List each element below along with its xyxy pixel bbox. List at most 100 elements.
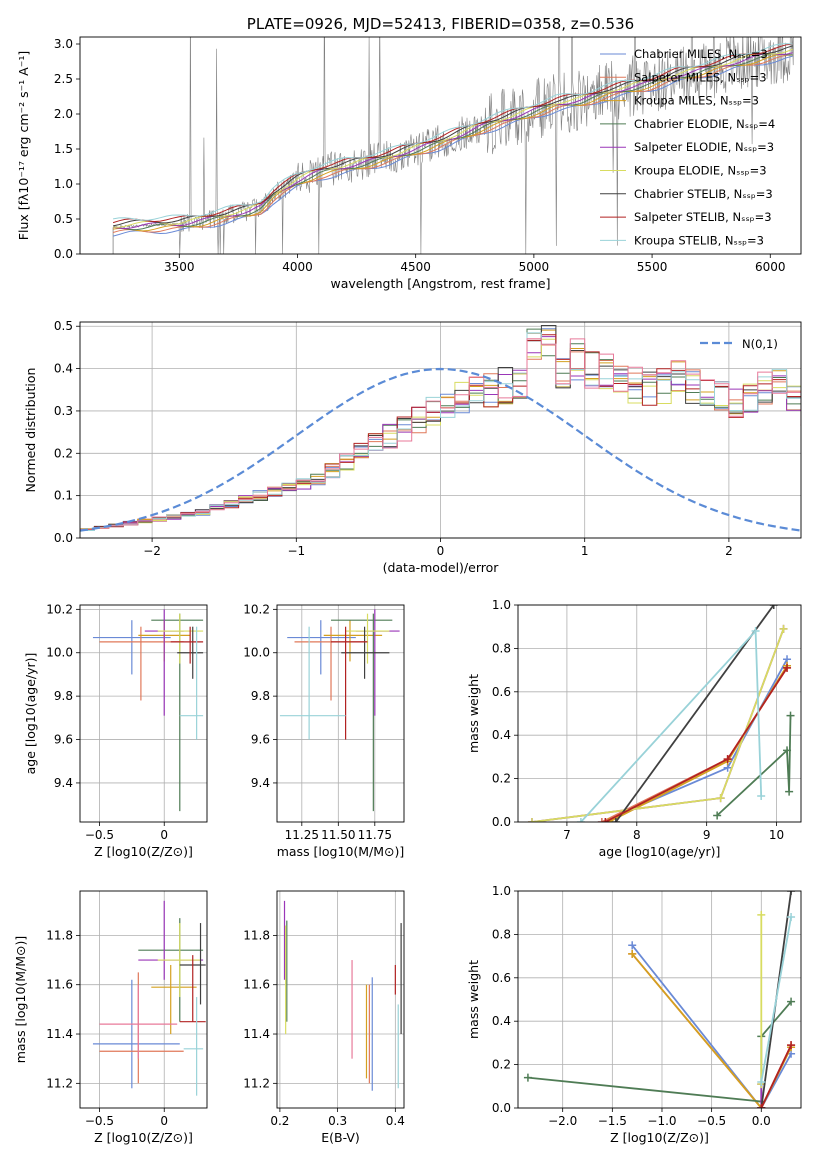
x-axis-label: Z [log10(Z/Z⊙)] <box>94 844 193 859</box>
y-tick-label: 11.4 <box>46 1027 73 1041</box>
legend-label-salpeter-miles: Salpeter MILES, Nₛₛₚ=3 <box>634 70 767 84</box>
plot-area <box>112 37 794 254</box>
axes-frame <box>79 604 208 823</box>
x-axis-label: Z [log10(Z/Z⊙)] <box>94 1130 193 1145</box>
y-tick-label: 1.0 <box>492 884 511 898</box>
x-tick-label: 10 <box>769 828 784 842</box>
y-tick-label: 10.2 <box>46 602 73 616</box>
y-tick-label: 0.5 <box>54 212 73 226</box>
x-tick-label: 11.50 <box>321 828 355 842</box>
x-tick-label: −1.0 <box>647 1114 676 1128</box>
x-tick-label: 0 <box>160 1114 168 1128</box>
x-axis-label: (data-model)/error <box>383 560 500 575</box>
legend-label-kroupa-miles: Kroupa MILES, Nₛₛₚ=3 <box>634 94 759 108</box>
model-line-chabrier-miles <box>112 55 793 237</box>
weight-marker-chabrier-elodie <box>787 997 796 1006</box>
x-tick-label: 6000 <box>755 260 786 274</box>
legend-label-salpeter-elodie: Salpeter ELODIE, Nₛₛₚ=3 <box>634 140 774 154</box>
x-tick-label: 0 <box>437 544 445 558</box>
x-tick-label: 7 <box>563 828 571 842</box>
x-axis-label: E(B-V) <box>321 1130 360 1145</box>
mass-vs-metallicity-panel: −0.5 0 11.2 11.4 11.6 11.8 Z [log10(Z/Z⊙)] mass… <box>13 890 208 1145</box>
y-tick-label: 0.4 <box>492 1014 511 1028</box>
y-axis-label: mass weight <box>466 960 481 1039</box>
legend-label-kroupa-elodie: Kroupa ELODIE, Nₛₛₚ=3 <box>634 164 767 178</box>
legend-label-kroupa-stelib: Kroupa STELIB, Nₛₛₚ=3 <box>634 233 764 247</box>
y-tick-label: 10.0 <box>46 646 73 660</box>
plot-area <box>527 605 795 822</box>
weight-marker-kroupa-stelib <box>576 818 585 822</box>
residuals-panel: −2 −1 0 1 2 0.0 0.1 0.2 0.3 0.4 0.5 (data-model)/er… <box>23 319 802 575</box>
weight-line-kroupa-stelib <box>760 916 792 1083</box>
histogram-step-salpeter-miles <box>80 344 801 531</box>
x-tick-label: −2 <box>143 544 161 558</box>
plot-area <box>92 609 204 812</box>
spectrum-panel: 3500 4000 4500 5000 5500 6000 0.0 0.5 1.0 1.5 2.0 2… <box>16 15 802 291</box>
x-tick-label: −1.5 <box>598 1114 627 1128</box>
y-axis-label: Normed distribution <box>23 368 38 493</box>
model-line-salpeter-stelib <box>112 43 793 224</box>
x-tick-label: 0 <box>160 828 168 842</box>
x-tick-label: 0.3 <box>328 1114 347 1128</box>
weight-marker-kroupa-elodie <box>716 794 725 803</box>
weight-marker-kroupa-stelib <box>757 1077 766 1086</box>
axes-frame <box>517 890 802 1109</box>
y-tick-label: 0.6 <box>492 685 511 699</box>
y-tick-label: 1.0 <box>492 598 511 612</box>
y-tick-label: 0.8 <box>492 927 511 941</box>
plot-area <box>92 900 206 1096</box>
y-tick-label: 0.2 <box>492 772 511 786</box>
x-tick-label: −1 <box>287 544 305 558</box>
weight-vs-metallicity-panel: −2.0 −1.5 −1.0 −0.5 0.0 0.0 0.2 0.4 0.6 0.8 1.0 Z [… <box>466 884 802 1145</box>
plot-area <box>283 900 402 1091</box>
axes-frame <box>276 890 405 1109</box>
y-tick-label: 11.2 <box>243 1076 270 1090</box>
x-tick-label: 11.25 <box>285 828 319 842</box>
x-tick-label: −0.5 <box>85 828 114 842</box>
y-tick-label: 11.8 <box>243 928 270 942</box>
y-tick-label: 0.3 <box>54 404 73 418</box>
x-tick-label: 0.4 <box>386 1114 405 1128</box>
weight-marker-salpeter-stelib <box>601 818 610 822</box>
y-tick-label: 11.6 <box>243 978 270 992</box>
legend-label-normal: N(0,1) <box>742 337 778 351</box>
weight-marker-chabrier-miles <box>628 941 637 950</box>
weight-marker-chabrier-elodie <box>783 746 792 755</box>
y-axis-label: mass weight <box>466 674 481 753</box>
histogram-step-pink <box>80 338 801 530</box>
axes-frame <box>517 604 802 823</box>
y-axis-label: Flux [fλ10⁻¹⁷ erg cm⁻² s⁻¹ A⁻¹] <box>16 51 31 240</box>
weight-marker-chabrier-elodie <box>786 711 795 720</box>
y-tick-label: 0.2 <box>492 1058 511 1072</box>
histogram-step-kroupa-miles <box>80 329 801 530</box>
weight-marker-kroupa-elodie <box>527 818 536 822</box>
x-tick-label: −2.0 <box>548 1114 577 1128</box>
y-tick-label: 0.8 <box>492 641 511 655</box>
chart-title: PLATE=0926, MJD=52413, FIBERID=0358, z=0… <box>247 15 634 33</box>
y-tick-label: 0.0 <box>492 815 511 829</box>
y-tick-label: 1.0 <box>54 177 73 191</box>
weight-marker-chabrier-stelib <box>787 891 796 895</box>
y-tick-label: 1.5 <box>54 142 73 156</box>
axes-frame <box>79 890 208 1109</box>
weight-line-chabrier-miles <box>631 944 792 1108</box>
x-tick-label: 4000 <box>282 260 313 274</box>
axes-frame <box>276 604 405 823</box>
legend-label-chabrier-elodie: Chabrier ELODIE, Nₛₛₚ=4 <box>634 117 775 131</box>
legend-label-salpeter-stelib: Salpeter STELIB, Nₛₛₚ=3 <box>634 210 772 224</box>
weight-marker-chabrier-stelib <box>611 818 620 822</box>
y-tick-label: 3.0 <box>54 37 73 51</box>
weight-marker-chabrier-stelib <box>769 605 778 609</box>
y-tick-label: 0.2 <box>54 446 73 460</box>
x-tick-label: 5500 <box>637 260 668 274</box>
weight-marker-salpeter-stelib <box>787 1041 796 1050</box>
y-tick-label: 0.4 <box>54 362 73 376</box>
y-tick-label: 0.0 <box>492 1101 511 1115</box>
y-tick-label: 2.0 <box>54 107 73 121</box>
y-tick-label: 10.0 <box>243 646 270 660</box>
x-tick-label: 0.0 <box>752 1114 771 1128</box>
x-tick-label: 9 <box>703 828 711 842</box>
model-line-kroupa-stelib <box>113 43 793 221</box>
weight-marker-salpeter-stelib <box>723 755 732 764</box>
